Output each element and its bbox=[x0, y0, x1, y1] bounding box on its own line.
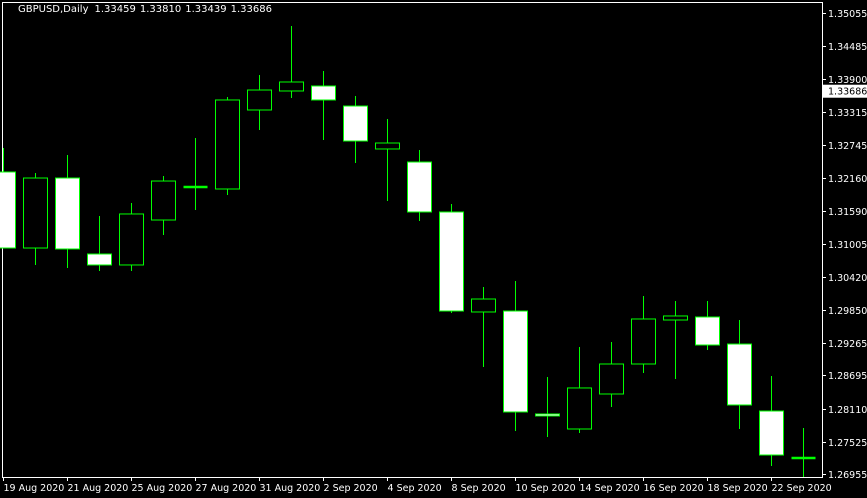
date-tick-label: 8 Sep 2020 bbox=[452, 483, 506, 494]
candle-bear bbox=[759, 410, 784, 456]
price-tick-label: 1.26955 bbox=[828, 470, 867, 481]
ohlc-low: 1.33439 bbox=[185, 4, 227, 15]
candle-bull bbox=[247, 89, 272, 111]
price-tick-label: 1.29265 bbox=[828, 339, 867, 350]
candle-bear bbox=[439, 211, 464, 312]
current-price-box bbox=[823, 84, 867, 98]
candle-bull bbox=[631, 318, 656, 365]
candle-bull bbox=[279, 81, 304, 92]
price-tick-label: 1.29850 bbox=[828, 306, 867, 317]
price-tick-label: 1.31590 bbox=[828, 207, 867, 218]
date-tick-label: 2 Sep 2020 bbox=[324, 483, 378, 494]
candle-bear bbox=[695, 316, 720, 346]
price-tick-label: 1.32745 bbox=[828, 141, 867, 152]
symbol-timeframe: GBPUSD,Daily bbox=[18, 4, 89, 15]
candle-bull bbox=[23, 177, 48, 249]
date-tick-label: 31 Aug 2020 bbox=[260, 483, 321, 494]
date-tick-label: 16 Sep 2020 bbox=[644, 483, 704, 494]
date-tick-label: 22 Sep 2020 bbox=[772, 483, 832, 494]
current-price-label: 1.33686 bbox=[828, 87, 867, 98]
candle-bear bbox=[87, 253, 112, 266]
price-tick-label: 1.28695 bbox=[828, 371, 867, 382]
price-tick-label: 1.27525 bbox=[828, 438, 867, 449]
date-tick-label: 25 Aug 2020 bbox=[132, 483, 193, 494]
date-tick-label: 27 Aug 2020 bbox=[196, 483, 257, 494]
ohlc-high: 1.33810 bbox=[139, 4, 182, 15]
price-tick-label: 1.34485 bbox=[828, 42, 867, 53]
candle-bull bbox=[471, 298, 496, 313]
date-tick-label: 4 Sep 2020 bbox=[388, 483, 442, 494]
candle-bull bbox=[567, 387, 592, 430]
candle-bear bbox=[407, 161, 432, 213]
price-tick-label: 1.30420 bbox=[828, 273, 867, 284]
candle-bull bbox=[375, 142, 400, 150]
price-tick-label: 1.35055 bbox=[828, 9, 867, 20]
chart-header: GBPUSD,Daily 1.33459 1.33810 1.33439 1.33686 bbox=[18, 4, 276, 15]
ohlc-close: 1.33686 bbox=[230, 4, 272, 15]
date-tick-label: 10 Sep 2020 bbox=[516, 483, 576, 494]
candle-bear bbox=[311, 85, 336, 101]
candle-bear bbox=[503, 310, 528, 413]
candle-bull bbox=[119, 213, 144, 266]
candle-bear bbox=[55, 177, 80, 250]
price-tick-label: 1.33315 bbox=[828, 108, 867, 119]
candle-bear bbox=[535, 413, 560, 417]
price-tick-label: 1.28110 bbox=[828, 405, 867, 416]
candle-bear bbox=[727, 343, 752, 406]
date-tick-label: 21 Aug 2020 bbox=[68, 483, 129, 494]
price-tick-label: 1.31005 bbox=[828, 240, 867, 251]
price-tick-label: 1.33900 bbox=[828, 75, 867, 86]
candle-bull bbox=[215, 99, 240, 190]
candle-bull bbox=[151, 180, 176, 221]
date-tick-label: 18 Sep 2020 bbox=[708, 483, 768, 494]
candle-bear bbox=[0, 171, 16, 249]
price-tick-label: 1.32160 bbox=[828, 174, 867, 185]
date-tick-label: 14 Sep 2020 bbox=[580, 483, 640, 494]
candle-bull bbox=[663, 315, 688, 321]
candle-bear bbox=[343, 105, 368, 142]
ohlc-open: 1.33459 bbox=[94, 4, 136, 15]
candle-bull bbox=[599, 363, 624, 395]
date-tick-label: 19 Aug 2020 bbox=[4, 483, 65, 494]
